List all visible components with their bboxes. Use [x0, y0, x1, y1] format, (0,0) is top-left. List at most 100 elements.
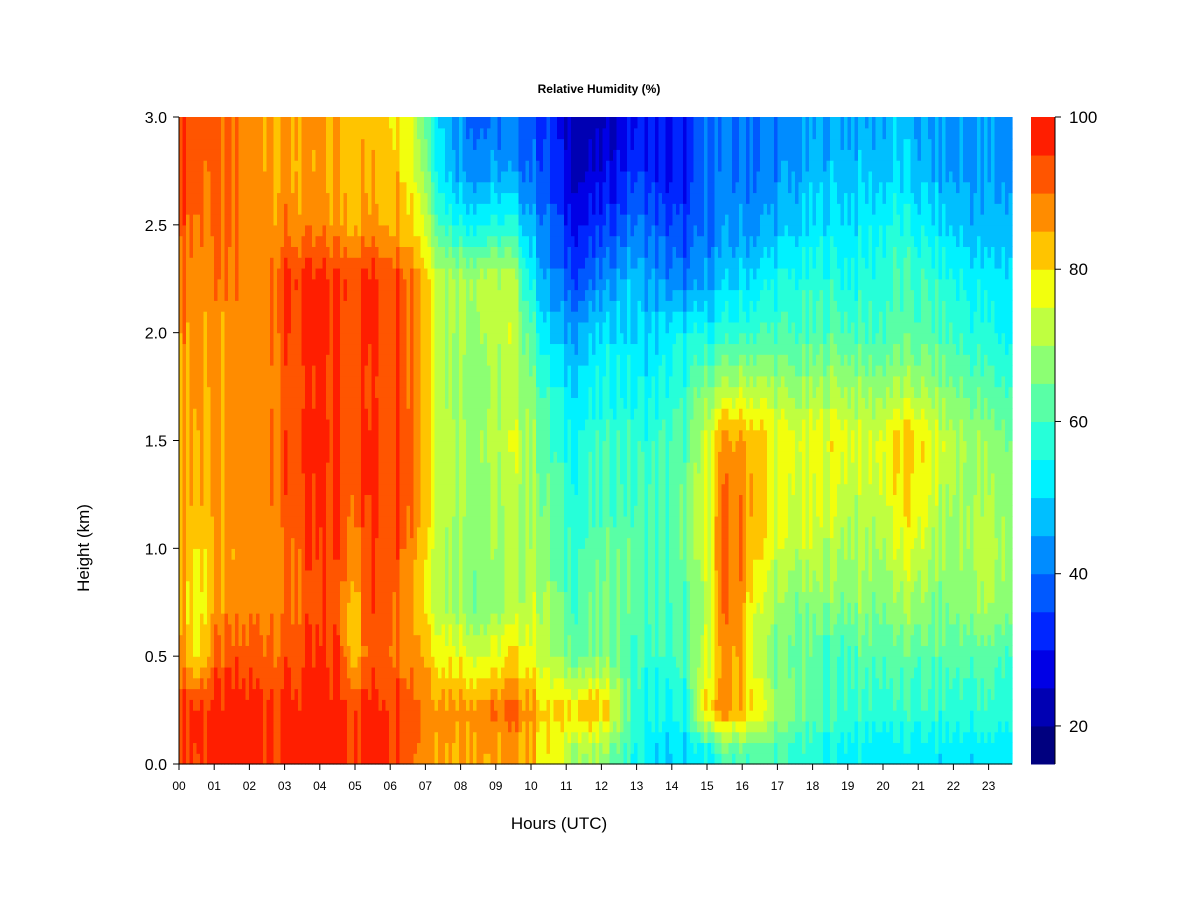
heatmap-cell: [182, 688, 187, 700]
heatmap-cell: [448, 138, 453, 150]
heatmap-cell: [441, 224, 446, 237]
heatmap-cell: [245, 278, 250, 291]
heatmap-cell: [270, 235, 275, 247]
heatmap-cell: [280, 623, 285, 636]
heatmap-cell: [354, 192, 359, 204]
heatmap-cell: [466, 483, 471, 496]
heatmap-cell: [375, 666, 380, 679]
heatmap-cell: [371, 753, 376, 765]
heatmap-cell: [245, 677, 250, 690]
heatmap-cell: [417, 613, 422, 625]
heatmap-cell: [336, 591, 341, 603]
heatmap-cell: [445, 375, 450, 388]
heatmap-cell: [410, 462, 415, 474]
heatmap-cell: [280, 688, 285, 700]
heatmap-cell: [270, 429, 275, 442]
heatmap-cell: [179, 375, 184, 388]
heatmap-cell: [448, 365, 453, 377]
heatmap-cell: [189, 731, 194, 744]
heatmap-cell: [399, 418, 404, 431]
heatmap-cell: [329, 181, 334, 194]
heatmap-cell: [333, 537, 338, 549]
heatmap-cell: [452, 440, 457, 452]
heatmap-cell: [294, 526, 299, 539]
heatmap-cell: [424, 677, 429, 690]
heatmap-cell: [287, 720, 292, 733]
heatmap-cell: [315, 127, 320, 140]
heatmap-cell: [238, 343, 243, 355]
heatmap-cell: [301, 526, 306, 539]
heatmap-cell: [382, 160, 387, 172]
heatmap-cell: [336, 300, 341, 312]
heatmap-cell: [427, 537, 432, 549]
heatmap-cell: [242, 645, 247, 657]
heatmap-cell: [210, 429, 215, 442]
heatmap-cell: [270, 278, 275, 291]
heatmap-cell: [249, 623, 254, 636]
heatmap-cell: [389, 170, 394, 183]
heatmap-cell: [364, 591, 369, 603]
heatmap-cell: [354, 505, 359, 517]
heatmap-cell: [322, 688, 327, 700]
heatmap-cell: [417, 634, 422, 646]
heatmap-cell: [424, 472, 429, 485]
heatmap-cell: [242, 386, 247, 398]
heatmap-cell: [340, 710, 345, 722]
heatmap-cell: [298, 645, 303, 657]
heatmap-cell: [238, 278, 243, 291]
heatmap-cell: [361, 117, 366, 129]
heatmap-cell: [287, 203, 292, 215]
heatmap-cell: [301, 505, 306, 517]
heatmap-cell: [427, 591, 432, 603]
heatmap-cell: [284, 613, 289, 625]
heatmap-cell: [228, 365, 233, 377]
heatmap-cell: [238, 321, 243, 334]
heatmap-cell: [259, 365, 264, 377]
heatmap-cell: [403, 160, 408, 172]
heatmap-cell: [350, 656, 355, 668]
heatmap-cell: [413, 149, 418, 161]
heatmap-cell: [224, 591, 229, 603]
heatmap-cell: [291, 580, 296, 593]
heatmap-cell: [214, 418, 219, 431]
heatmap-cell: [182, 656, 187, 668]
heatmap-cell: [228, 127, 233, 140]
heatmap-cell: [396, 257, 401, 269]
heatmap-cell: [235, 397, 240, 409]
heatmap-cell: [210, 462, 215, 474]
heatmap-cell: [333, 203, 338, 215]
heatmap-cell: [270, 526, 275, 539]
heatmap-cell: [298, 451, 303, 463]
heatmap-cell: [448, 742, 453, 754]
heatmap-cell: [399, 365, 404, 377]
heatmap-cell: [340, 591, 345, 603]
heatmap-cell: [354, 548, 359, 560]
heatmap-cell: [238, 537, 243, 549]
heatmap-cell: [368, 408, 373, 420]
heatmap-cell: [280, 138, 285, 150]
heatmap-cell: [259, 149, 264, 161]
heatmap-cell: [266, 224, 271, 237]
heatmap-cell: [238, 613, 243, 625]
heatmap-cell: [217, 526, 222, 539]
heatmap-cell: [179, 494, 184, 506]
heatmap-cell: [340, 753, 345, 765]
heatmap-cell: [329, 451, 334, 463]
heatmap-cell: [217, 354, 222, 366]
heatmap-cell: [336, 548, 341, 560]
heatmap-cell: [280, 699, 285, 711]
heatmap-cell: [242, 332, 247, 345]
heatmap-cell: [291, 483, 296, 496]
heatmap-cell: [273, 548, 278, 560]
heatmap-cell: [326, 720, 331, 733]
heatmap-cell: [249, 311, 254, 323]
heatmap-cell: [224, 397, 229, 409]
heatmap-cell: [291, 246, 296, 258]
heatmap-cell: [305, 321, 310, 334]
heatmap-cell: [333, 656, 338, 668]
heatmap-cell: [438, 343, 443, 355]
heatmap-cell: [357, 559, 362, 571]
heatmap-cell: [179, 289, 184, 301]
heatmap-cell: [231, 192, 236, 204]
heatmap-cell: [249, 720, 254, 733]
